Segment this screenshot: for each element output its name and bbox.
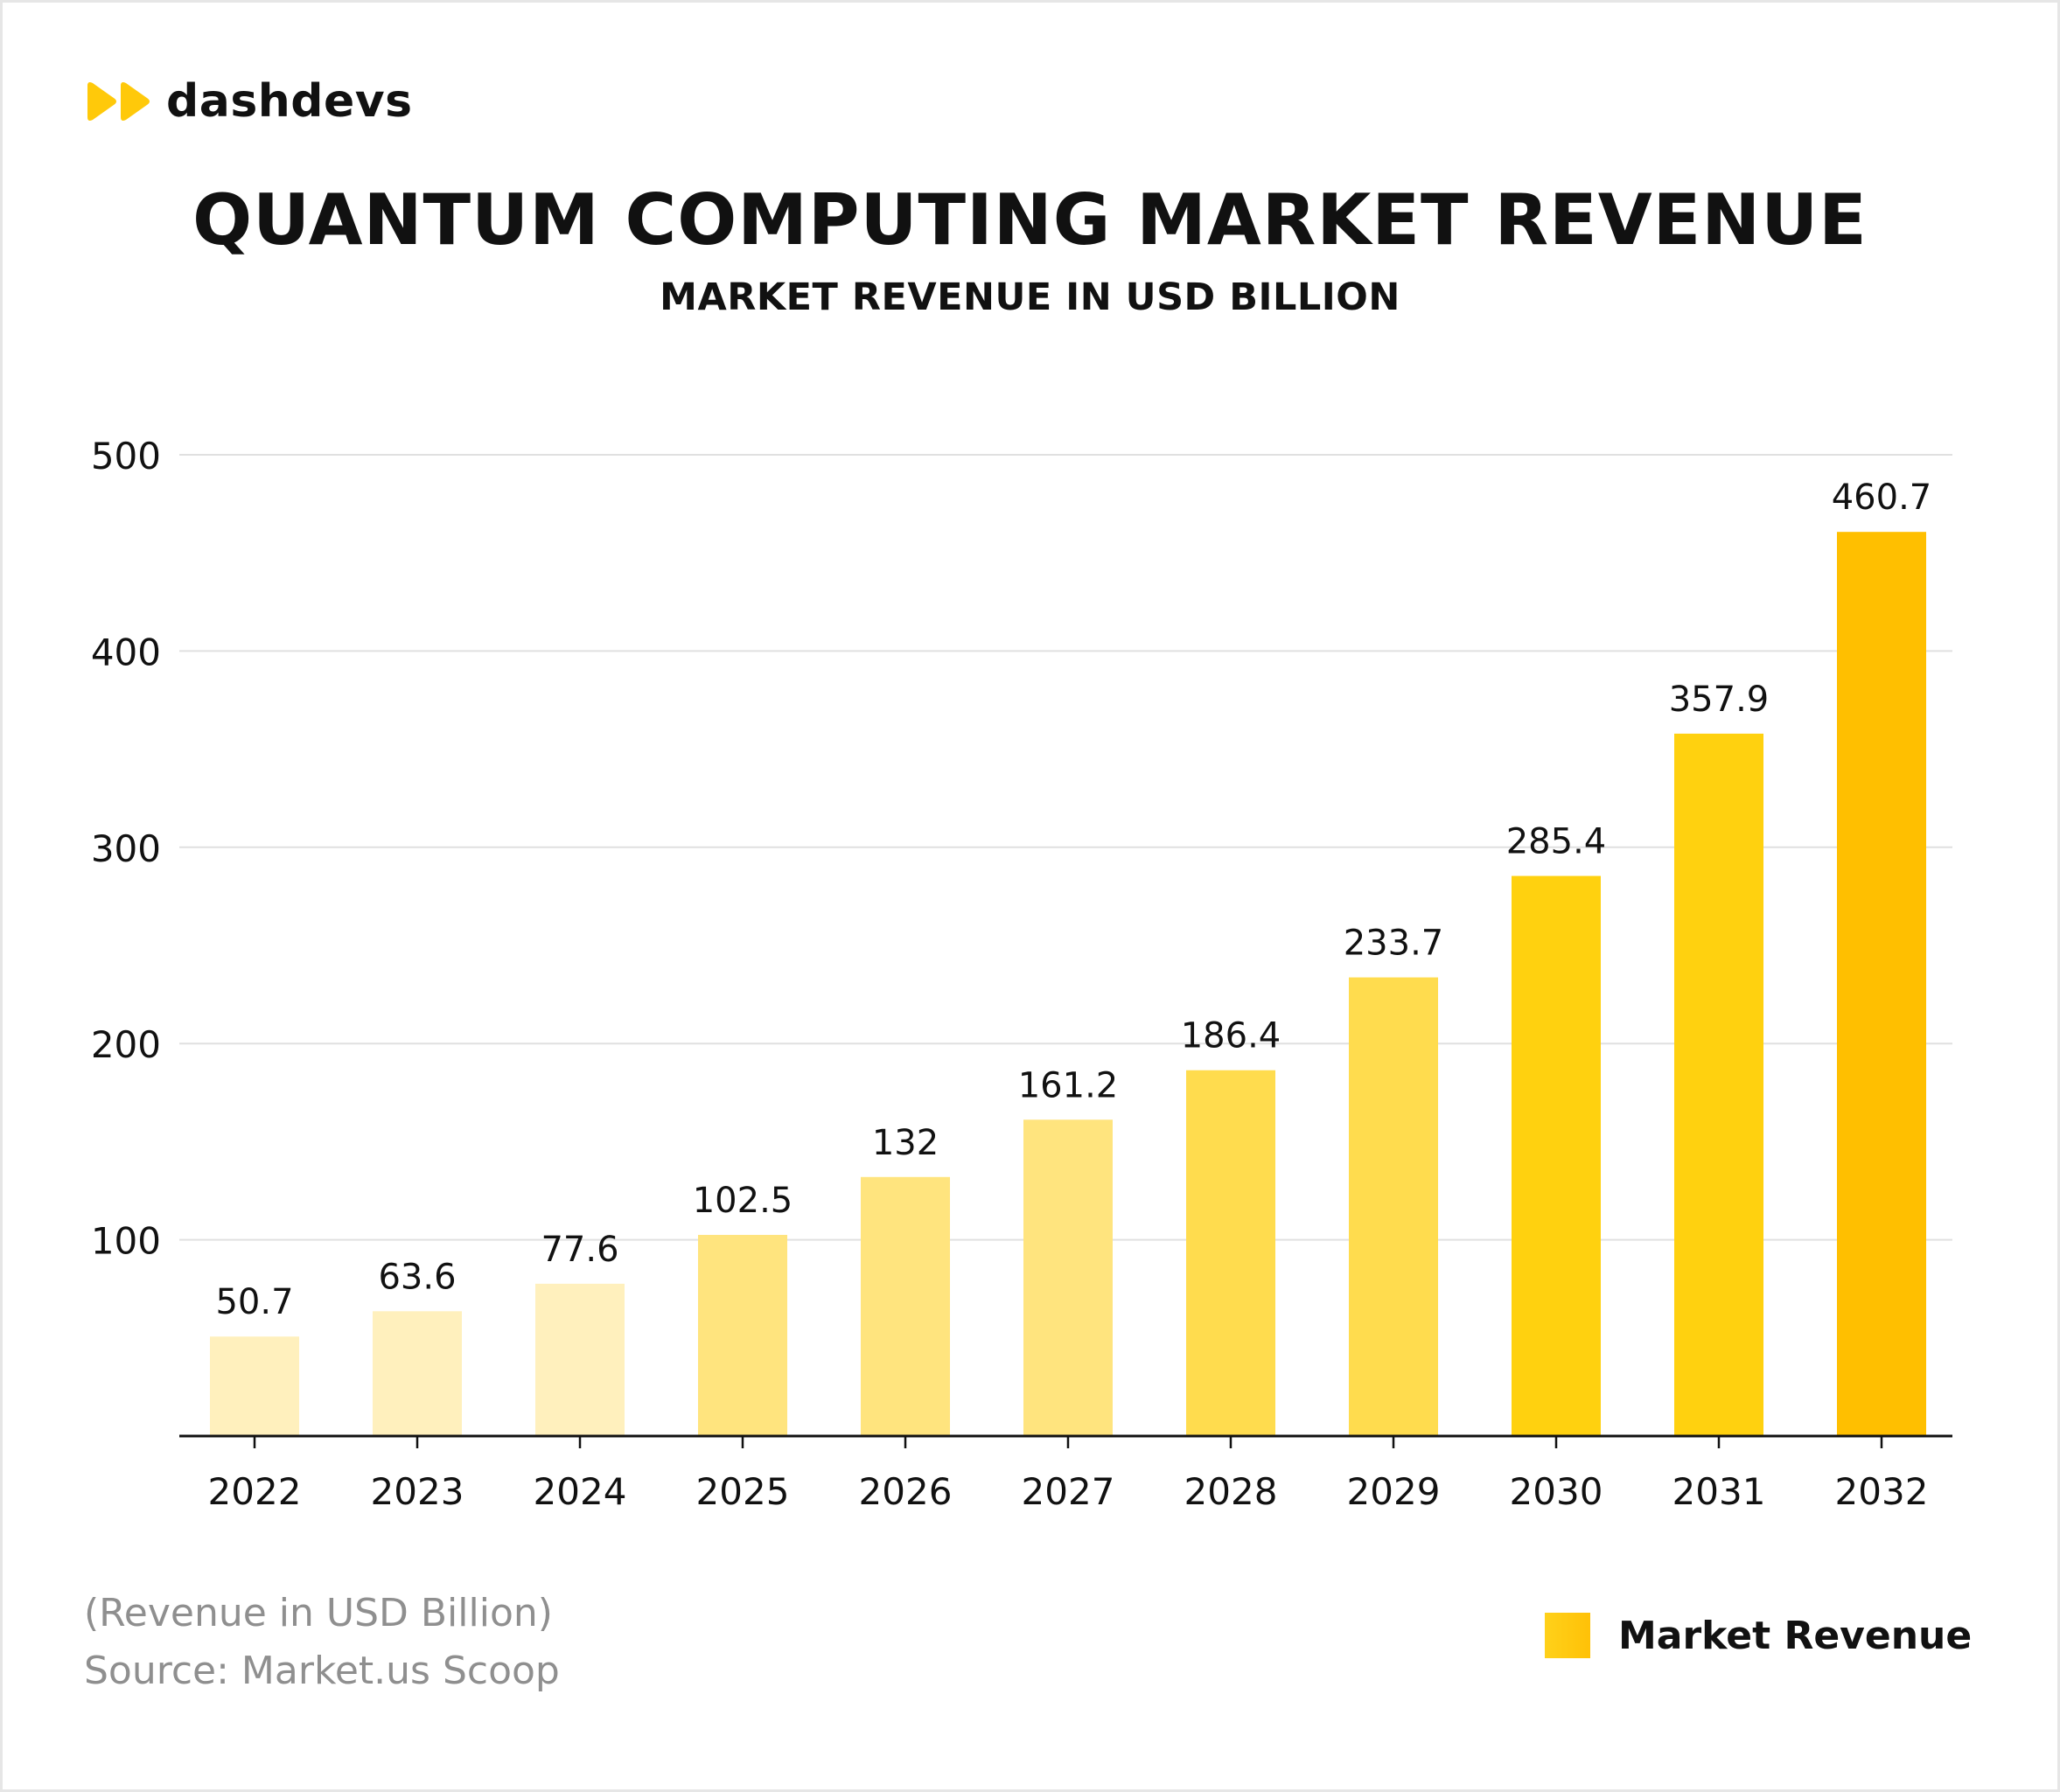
x-tick-label: 2024 xyxy=(534,1470,627,1513)
x-tick-label: 2032 xyxy=(1835,1470,1929,1513)
bar xyxy=(210,1336,299,1436)
bar xyxy=(373,1311,462,1436)
bar xyxy=(1186,1070,1275,1436)
bar xyxy=(1674,733,1763,1436)
x-tick-label: 2025 xyxy=(696,1470,790,1513)
x-tick-label: 2029 xyxy=(1347,1470,1441,1513)
bar xyxy=(1512,875,1601,1436)
bar xyxy=(1023,1119,1113,1436)
bar xyxy=(1349,977,1438,1436)
y-tick-label: 300 xyxy=(91,827,161,870)
legend: Market Revenue xyxy=(1545,1613,1972,1658)
x-tick-label: 2028 xyxy=(1184,1470,1278,1513)
data-label: 460.7 xyxy=(1832,478,1932,518)
x-tick-label: 2026 xyxy=(859,1470,953,1513)
bar xyxy=(698,1234,787,1436)
legend-label: Market Revenue xyxy=(1618,1613,1973,1658)
data-label: 233.7 xyxy=(1344,924,1444,964)
dashdevs-logo-icon xyxy=(87,82,150,121)
data-label: 357.9 xyxy=(1669,680,1770,720)
chart-title: QUANTUM COMPUTING MARKET REVENUE xyxy=(192,179,1868,261)
brand-name: dashdevs xyxy=(166,75,413,128)
brand: dashdevs xyxy=(84,75,413,128)
data-label: 63.6 xyxy=(378,1257,456,1297)
x-tick-label: 2027 xyxy=(1022,1470,1115,1513)
data-label: 50.7 xyxy=(215,1282,293,1322)
y-tick-label: 200 xyxy=(91,1023,161,1066)
data-label: 102.5 xyxy=(693,1181,793,1221)
footnote-unit: (Revenue in USD Billion) xyxy=(84,1591,553,1635)
x-tick-label: 2022 xyxy=(208,1470,302,1513)
chart-subtitle: MARKET REVENUE IN USD BILLION xyxy=(660,275,1400,319)
x-tick-label: 2030 xyxy=(1510,1470,1603,1513)
bar xyxy=(1837,532,1926,1436)
y-tick-label: 100 xyxy=(91,1220,161,1263)
y-tick-label: 500 xyxy=(91,435,161,478)
footnote: (Revenue in USD Billion) Source: Market.… xyxy=(84,1585,560,1700)
data-label: 161.2 xyxy=(1018,1065,1119,1105)
legend-swatch xyxy=(1545,1613,1590,1658)
bar xyxy=(535,1283,625,1436)
y-tick-label: 400 xyxy=(91,631,161,673)
footnote-source: Source: Market.us Scoop xyxy=(84,1649,560,1693)
data-label: 186.4 xyxy=(1181,1016,1281,1056)
data-label: 285.4 xyxy=(1506,822,1607,862)
x-tick-label: 2031 xyxy=(1672,1470,1766,1513)
bar xyxy=(861,1176,950,1436)
data-label: 132 xyxy=(872,1123,939,1163)
x-tick-label: 2023 xyxy=(371,1470,464,1513)
data-label: 77.6 xyxy=(541,1230,618,1270)
